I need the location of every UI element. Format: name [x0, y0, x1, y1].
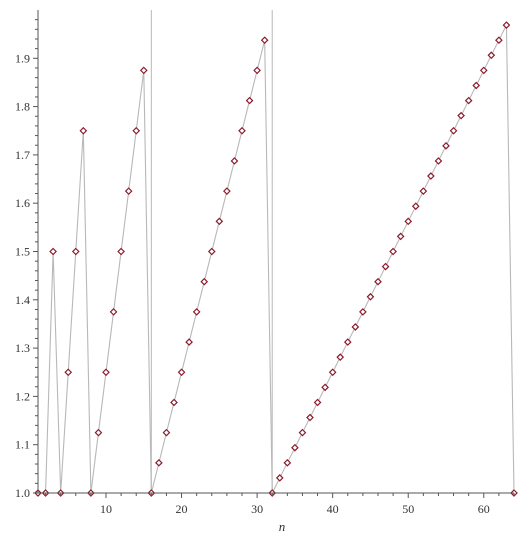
reference-lines	[150, 10, 273, 493]
data-point-23	[200, 277, 209, 286]
y-tick-label: 1.9	[15, 51, 30, 65]
data-point-41	[336, 353, 345, 362]
markers-group	[34, 21, 518, 497]
data-point-34	[283, 458, 292, 467]
data-point-30	[253, 66, 261, 75]
data-point-44	[359, 308, 367, 316]
y-tick-label: 1.0	[15, 486, 30, 500]
data-point-45	[366, 292, 375, 301]
data-point-54	[434, 157, 443, 165]
data-point-60	[479, 66, 488, 75]
y-tick-label: 1.8	[15, 100, 30, 114]
data-point-18	[162, 428, 171, 437]
y-tick-label: 1.7	[15, 148, 30, 162]
data-point-59	[472, 81, 481, 90]
x-tick-label: 40	[327, 502, 339, 516]
data-point-21	[185, 338, 193, 346]
x-tick-label: 60	[478, 502, 490, 516]
data-point-31	[260, 36, 269, 45]
data-point-61	[487, 51, 496, 60]
data-point-36	[298, 428, 307, 437]
data-point-19	[170, 398, 178, 407]
data-point-42	[343, 338, 352, 346]
data-point-37	[306, 413, 314, 422]
y-ticks-group: 1.0 1.1 1.2 1.3 1.4 1.5 1.6 1.7 1.8 1.9	[15, 19, 38, 500]
data-point-56	[449, 126, 458, 135]
x-axis-title: n	[279, 519, 286, 534]
data-point-49	[396, 232, 405, 241]
data-point-24	[207, 247, 216, 256]
axes-group	[37, 10, 514, 494]
data-point-40	[328, 368, 337, 377]
data-point-33	[275, 474, 284, 482]
data-point-12	[117, 247, 125, 256]
data-point-39	[321, 383, 329, 392]
data-point-35	[291, 443, 299, 452]
data-point-47	[381, 262, 390, 271]
data-point-28	[238, 126, 246, 135]
y-tick-label: 1.5	[15, 245, 30, 259]
x-tick-label: 20	[176, 502, 188, 516]
data-point-38	[313, 398, 322, 407]
y-tick-label: 1.6	[15, 196, 30, 210]
series-path	[38, 24, 515, 494]
x-ticks-group: 10 20 30 40 50 60	[45, 493, 515, 516]
data-point-29	[245, 96, 254, 105]
data-point-53	[427, 172, 435, 180]
data-point-10	[102, 368, 110, 377]
y-tick-label: 1.3	[15, 341, 30, 355]
data-point-5	[64, 368, 73, 377]
data-point-9	[94, 428, 103, 437]
data-point-25	[215, 217, 224, 226]
data-point-20	[177, 368, 186, 377]
y-tick-label: 1.2	[15, 389, 30, 403]
data-point-58	[464, 96, 473, 105]
data-point-22	[192, 308, 201, 316]
x-tick-label: 50	[402, 502, 414, 516]
data-point-52	[419, 187, 428, 195]
y-tick-label: 1.1	[15, 438, 30, 452]
data-point-62	[495, 36, 503, 45]
data-point-13	[124, 187, 133, 195]
data-point-55	[442, 141, 450, 150]
data-point-63	[502, 21, 511, 29]
data-point-26	[223, 187, 231, 195]
data-point-27	[230, 157, 239, 165]
y-tick-label: 1.4	[15, 293, 30, 307]
data-point-17	[155, 458, 163, 467]
data-point-48	[389, 247, 397, 256]
data-point-11	[109, 308, 118, 316]
data-point-51	[411, 202, 420, 211]
data-point-50	[404, 217, 413, 226]
data-point-3	[49, 247, 57, 256]
data-point-7	[79, 126, 88, 135]
x-tick-label: 10	[100, 502, 112, 516]
data-point-15	[139, 66, 148, 75]
data-point-46	[374, 277, 382, 286]
data-point-43	[351, 323, 360, 331]
data-point-14	[132, 126, 141, 135]
x-tick-label: 30	[251, 502, 263, 516]
data-point-57	[457, 111, 465, 120]
data-point-6	[71, 247, 80, 256]
series-line-group	[38, 24, 515, 494]
